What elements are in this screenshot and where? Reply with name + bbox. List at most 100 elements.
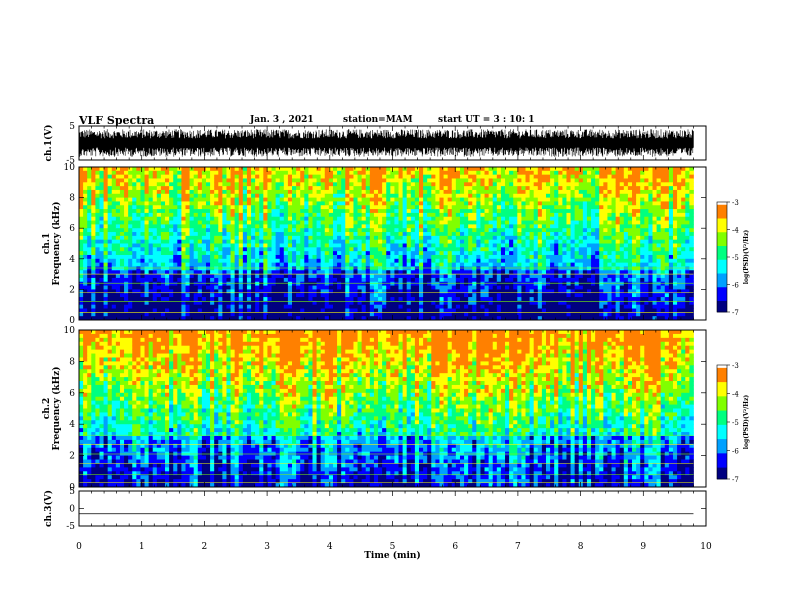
colorbar-cell-2 — [717, 464, 727, 468]
colorbar-cell-2 — [717, 384, 727, 389]
colorbar-cell-2 — [717, 424, 727, 429]
y-tick-label: 10 — [64, 326, 76, 336]
y-tick-label: 4 — [69, 255, 75, 265]
colorbar-cell-1 — [717, 287, 727, 291]
x-axis-label: Time (min) — [364, 550, 421, 561]
y-axis-label: ch.3(V) — [43, 490, 54, 527]
colorbar-cell-2 — [717, 430, 727, 434]
colorbar-cell-1 — [717, 218, 727, 222]
colorbar-cell-1 — [717, 237, 727, 241]
colorbar-cell-2 — [717, 470, 727, 474]
colorbar-cell-2 — [717, 473, 727, 477]
colorbar-label: log(PSD)(V²/Hz) — [743, 230, 750, 285]
colorbar-cell-2 — [717, 387, 727, 392]
colorbar-cell-1 — [717, 268, 727, 272]
colorbar-cell-2 — [717, 376, 727, 380]
colorbar-label: log(PSD)(V²/Hz) — [743, 395, 750, 450]
colorbar-cell-1 — [717, 248, 727, 252]
colorbar-cell-1 — [717, 240, 727, 244]
colorbar-cell-1 — [717, 226, 727, 230]
y-tick-label: 0 — [69, 505, 75, 515]
x-tick-label: 7 — [515, 542, 521, 552]
y-tick-label: 6 — [69, 224, 75, 234]
colorbar-cell-1 — [717, 295, 727, 299]
colorbar-cell-1 — [717, 292, 727, 296]
colorbar-cell-2 — [717, 382, 727, 386]
colorbar-cell-1 — [717, 262, 727, 266]
colorbar-cell-2 — [717, 413, 727, 417]
colorbar-cell-2 — [717, 476, 727, 480]
colorbar-cell-1 — [717, 251, 727, 255]
y-tick-label: 4 — [69, 420, 75, 430]
panel-frame-3 — [78, 490, 707, 527]
colorbar-cell-1 — [717, 215, 727, 219]
colorbar-cell-2 — [717, 439, 727, 443]
y-axis-channel-label: ch.1 — [42, 233, 52, 254]
colorbar-tick-label: -7 — [732, 476, 739, 484]
colorbar-cell-2 — [717, 461, 727, 466]
colorbar-cell-2 — [717, 450, 727, 454]
y-axis-label: ch.1(V) — [43, 125, 54, 162]
colorbar-cell-2 — [717, 456, 727, 460]
colorbar-cell-1 — [717, 284, 727, 288]
colorbar-cell-1 — [717, 309, 727, 313]
station-label: station=MAM — [343, 115, 413, 125]
colorbar-tick-label: -5 — [732, 254, 739, 262]
colorbar-cell-1 — [717, 303, 727, 307]
colorbar-tick-label: -4 — [732, 227, 739, 235]
colorbar-cell-2 — [717, 416, 727, 420]
colorbar-cell-1 — [717, 281, 727, 285]
colorbar-cell-1 — [717, 273, 727, 277]
ch1-waveform-trace — [78, 129, 694, 157]
colorbar-cell-2 — [717, 459, 727, 463]
colorbar-cell-1 — [717, 210, 727, 214]
y-tick-label: 2 — [69, 452, 75, 462]
colorbar-cell-2 — [717, 370, 727, 374]
colorbar-cell-1 — [717, 202, 727, 206]
colorbar-cell-1 — [717, 232, 727, 236]
x-tick-label: 10 — [700, 542, 712, 552]
colorbar-cell-2 — [717, 427, 727, 431]
y-tick-label: 0 — [69, 316, 75, 326]
colorbar-cell-1 — [717, 306, 727, 310]
x-tick-label: 5 — [390, 542, 396, 552]
colorbar-tick-label: -6 — [732, 448, 739, 456]
y-axis-channel-label: ch.2 — [42, 398, 52, 419]
colorbar-cell-1 — [717, 221, 727, 225]
colorbar-cell-1 — [717, 204, 727, 208]
colorbar-cell-2 — [717, 467, 727, 471]
colorbar-cell-1 — [717, 298, 727, 302]
colorbar-cell-1 — [717, 224, 727, 228]
colorbar-cell-2 — [717, 367, 727, 372]
colorbar-cell-1 — [717, 301, 727, 305]
colorbar-cell-1 — [717, 276, 727, 280]
x-tick-label: 2 — [202, 542, 208, 552]
colorbar-cell-2 — [717, 447, 727, 451]
spectrogram-cells-1 — [79, 167, 694, 321]
colorbar-cell-1 — [717, 290, 727, 294]
colorbar-cell-2 — [717, 373, 727, 377]
colorbar-cell-1 — [717, 229, 727, 233]
colorbar-cell-2 — [717, 402, 727, 406]
colorbar-cell-1 — [717, 213, 727, 217]
y-tick-label: -5 — [66, 156, 75, 166]
colorbar-cell-2 — [717, 433, 727, 437]
colorbar-tick-label: -6 — [732, 282, 739, 290]
y-axis-label: Frequency (kHz) — [51, 366, 62, 450]
colorbar-cell-1 — [717, 270, 727, 274]
x-tick-label: 8 — [578, 542, 584, 552]
colorbar-cell-1 — [717, 265, 727, 269]
colorbar-tick-label: -7 — [732, 309, 739, 317]
x-tick-label: 4 — [327, 542, 333, 552]
colorbar-cell-2 — [717, 379, 727, 383]
colorbar-cell-2 — [717, 422, 727, 426]
colorbar-cell-1 — [717, 207, 727, 211]
colorbar-cell-2 — [717, 453, 727, 457]
colorbar-cell-1 — [717, 235, 727, 239]
colorbar-cell-2 — [717, 399, 727, 403]
colorbar-tick-label: -5 — [732, 419, 739, 427]
colorbar-tick-label: -3 — [732, 362, 739, 370]
figure-title: VLF Spectra — [79, 114, 155, 127]
colorbar-cell-1 — [717, 257, 727, 261]
